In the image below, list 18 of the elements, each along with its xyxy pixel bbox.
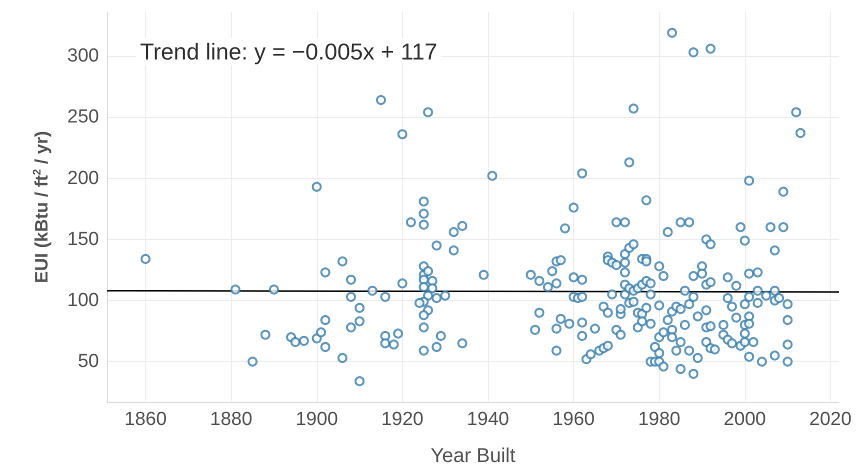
x-tick-label: 1960	[552, 409, 595, 430]
x-tick-label: 1940	[466, 409, 510, 430]
x-tick-label: 2020	[809, 409, 852, 430]
x-tick-label: 1920	[381, 409, 424, 430]
y-axis-title: EUI (kBtu / ft2 / yr)	[32, 130, 52, 284]
x-tick-label: 1860	[124, 409, 167, 430]
x-tick-label: 1880	[210, 409, 252, 430]
y-tick-label: 100	[67, 290, 99, 312]
x-tick-label: 2000	[724, 409, 766, 430]
x-axis-title: Year Built	[430, 445, 516, 467]
y-tick-label: 50	[78, 351, 99, 372]
y-tick-label: 300	[67, 46, 99, 67]
x-tick-label: 1900	[296, 409, 338, 430]
annotation: Trend line: y = −0.005x + 117	[140, 38, 438, 64]
y-tick-label: 250	[67, 106, 99, 128]
y-tick-label: 150	[67, 228, 99, 250]
x-tick-label: 1980	[638, 409, 680, 430]
y-tick-label: 200	[67, 168, 99, 189]
